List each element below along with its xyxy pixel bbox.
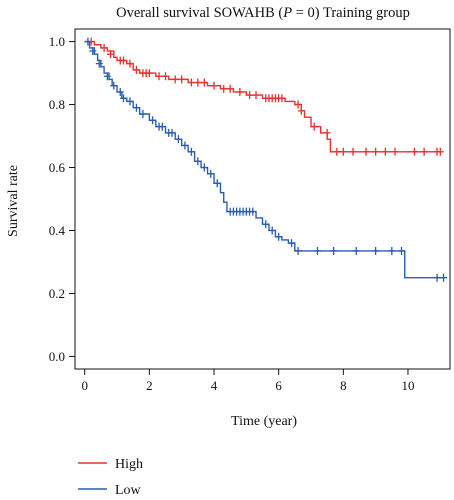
censor-mark <box>310 122 318 131</box>
legend-label: High <box>115 457 143 472</box>
y-tick-label: 0.4 <box>49 223 66 238</box>
y-axis-label: Survival rate <box>6 165 21 237</box>
y-axis: 0.0 0.2 0.4 0.6 0.8 1.0 <box>49 34 75 364</box>
censor-mark <box>84 37 92 46</box>
censor-mark <box>362 147 370 156</box>
censor-mark <box>339 147 347 156</box>
censor-mark <box>200 78 208 87</box>
censor-mark <box>158 122 166 131</box>
censor-mark <box>95 59 103 68</box>
chart-title: Overall survival SOWAHB (P = 0) Training… <box>116 5 410 21</box>
censor-mark <box>297 106 305 115</box>
censor-mark <box>171 75 179 84</box>
x-tick-label: 0 <box>81 378 88 393</box>
censor-mark <box>436 147 444 156</box>
censor-mark <box>187 147 195 156</box>
censor-mark <box>162 72 170 81</box>
censor-mark <box>168 128 176 137</box>
legend-label: Low <box>115 483 142 498</box>
censor-mark <box>126 97 134 106</box>
y-tick-label: 0.2 <box>49 286 65 301</box>
censor-mark <box>236 87 244 96</box>
censor-mark <box>89 47 97 56</box>
censor-mark <box>155 72 163 81</box>
censor-mark <box>145 69 153 78</box>
censor-mark <box>294 100 302 109</box>
x-axis-label: Time (year) <box>231 414 297 429</box>
series-high <box>84 37 444 156</box>
survival-curve <box>84 40 444 279</box>
censor-mark <box>210 81 218 90</box>
censor-mark <box>330 246 338 255</box>
x-tick-label: 10 <box>401 378 414 393</box>
x-tick-label: 6 <box>275 378 282 393</box>
censor-mark <box>278 94 286 103</box>
censor-mark <box>410 147 418 156</box>
y-tick-label: 0.0 <box>49 349 65 364</box>
survival-curve <box>84 40 441 153</box>
censor-mark <box>178 75 186 84</box>
censor-mark <box>194 157 202 166</box>
x-tick-label: 2 <box>146 378 153 393</box>
censor-mark <box>294 246 302 255</box>
censor-mark <box>372 147 380 156</box>
censor-mark <box>207 169 215 178</box>
censor-mark <box>149 116 157 125</box>
censor-mark <box>110 81 118 90</box>
censor-mark <box>139 110 147 118</box>
censor-mark <box>252 91 260 100</box>
censor-mark <box>132 103 140 112</box>
series-layer <box>84 37 448 282</box>
censor-mark <box>187 78 195 87</box>
censor-mark <box>213 179 221 188</box>
series-low <box>84 37 448 282</box>
censor-mark <box>381 147 389 156</box>
legend: High Low <box>78 457 143 498</box>
censor-mark <box>181 141 189 150</box>
censor-mark <box>194 78 202 87</box>
y-tick-label: 0.6 <box>49 160 66 175</box>
censor-mark <box>372 246 380 255</box>
censor-mark <box>440 273 448 282</box>
censor-mark <box>323 128 331 137</box>
censor-mark <box>288 239 296 248</box>
censor-mark <box>200 163 208 172</box>
censor-mark <box>388 246 396 255</box>
censor-mark <box>433 273 441 282</box>
plot-frame <box>74 28 451 370</box>
censor-mark <box>220 84 228 93</box>
censor-mark <box>262 220 270 229</box>
x-tick-label: 4 <box>211 378 218 393</box>
censor-mark <box>352 246 360 255</box>
censor-mark <box>103 72 111 81</box>
censor-mark <box>420 147 428 156</box>
censor-mark <box>132 65 140 74</box>
censor-mark <box>391 147 399 156</box>
censor-mark <box>107 50 115 59</box>
censor-mark <box>119 94 127 103</box>
censor-mark <box>398 246 406 255</box>
censor-mark <box>226 84 234 93</box>
censor-mark <box>100 43 108 52</box>
censor-mark <box>349 147 357 156</box>
censor-mark <box>313 246 321 255</box>
censor-mark <box>249 207 257 216</box>
censor-mark <box>246 91 254 100</box>
x-axis: 0 2 4 6 8 10 <box>81 369 414 393</box>
censor-mark <box>268 226 276 235</box>
y-tick-label: 0.8 <box>49 97 65 112</box>
censor-mark <box>333 147 341 156</box>
censor-mark <box>174 135 182 144</box>
censor-mark <box>126 59 134 68</box>
y-tick-label: 1.0 <box>49 34 65 49</box>
x-tick-label: 8 <box>340 378 347 393</box>
censor-mark <box>116 87 124 96</box>
censor-mark <box>119 56 127 65</box>
censor-mark <box>275 232 283 241</box>
